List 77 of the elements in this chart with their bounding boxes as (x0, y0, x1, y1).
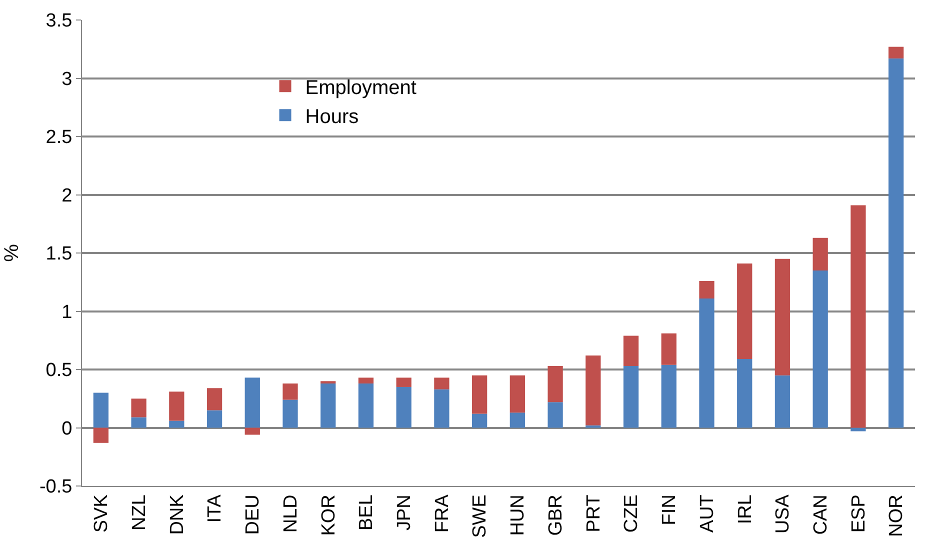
y-tick-label: 3 (62, 68, 72, 90)
bar (888, 46, 904, 58)
y-tick-label: -0.5 (39, 476, 72, 498)
x-tick-label: JPN (394, 494, 416, 531)
bar (850, 428, 866, 432)
bar (320, 383, 336, 428)
legend-label: Hours (305, 106, 359, 128)
bar (737, 359, 752, 428)
bar (623, 366, 639, 428)
x-tick-label: PRT (583, 494, 604, 532)
x-tick-label: CZE (621, 494, 642, 533)
bar (206, 410, 222, 428)
y-tick-label: 2.5 (46, 127, 72, 148)
bar (244, 428, 260, 435)
x-tick-label: ITA (204, 494, 226, 523)
bar (93, 428, 108, 443)
x-tick-label: NOR (886, 494, 908, 537)
x-tick-label: KOR (318, 494, 340, 536)
x-tick-label: HUN (508, 494, 529, 536)
bar (586, 356, 601, 426)
bar (396, 386, 412, 428)
bar (358, 378, 374, 384)
bar (206, 388, 222, 410)
bar (510, 412, 525, 428)
bar (586, 425, 601, 428)
bar (699, 298, 714, 428)
bar (661, 364, 676, 428)
y-axis-title: % (0, 244, 23, 262)
bar (282, 400, 298, 428)
bar (850, 205, 866, 428)
x-tick-label: DEU (242, 494, 264, 535)
bar (548, 366, 563, 402)
bar (812, 270, 828, 428)
bar (131, 417, 146, 428)
y-tick-label: 2 (62, 185, 72, 206)
bar (699, 280, 714, 298)
x-tick-label: FRA (432, 494, 453, 533)
bar (93, 392, 108, 428)
x-tick-label: GBR (545, 494, 566, 536)
x-tick-label: AUT (696, 494, 718, 533)
legend-label: Employment (305, 76, 417, 99)
bar (737, 263, 752, 360)
bar (510, 375, 525, 413)
x-tick-label: ESP (848, 494, 870, 533)
bar (661, 333, 676, 365)
y-tick-label: 1 (62, 302, 72, 323)
bar (548, 402, 563, 428)
x-tick-label: IRL (734, 494, 756, 524)
bar (774, 375, 790, 428)
bar (358, 383, 374, 428)
x-tick-label: SVK (91, 494, 112, 533)
bar (244, 378, 260, 428)
x-tick-label: NZL (128, 494, 150, 531)
bar (472, 414, 488, 428)
y-tick-label: 0 (62, 418, 72, 440)
x-tick-label: DNK (166, 494, 188, 535)
bar (169, 392, 184, 421)
x-tick-label: BEL (356, 494, 378, 531)
x-tick-label: SWE (470, 494, 491, 538)
bar (623, 336, 639, 366)
bar (812, 238, 828, 270)
bar (434, 389, 450, 428)
bar (282, 383, 298, 400)
bar (396, 378, 412, 387)
x-tick-label: USA (772, 494, 794, 534)
bar (434, 378, 450, 390)
bar (131, 398, 146, 418)
x-tick-label: NLD (280, 494, 302, 533)
bar (169, 420, 184, 428)
bar (774, 258, 790, 376)
y-tick-label: 0.5 (46, 360, 72, 382)
y-tick-label: 1.5 (46, 244, 72, 265)
bar (472, 375, 488, 414)
x-tick-label: FIN (659, 494, 680, 526)
bar (888, 58, 904, 428)
y-tick-label: 3.5 (46, 10, 72, 32)
x-tick-label: CAN (810, 494, 832, 535)
